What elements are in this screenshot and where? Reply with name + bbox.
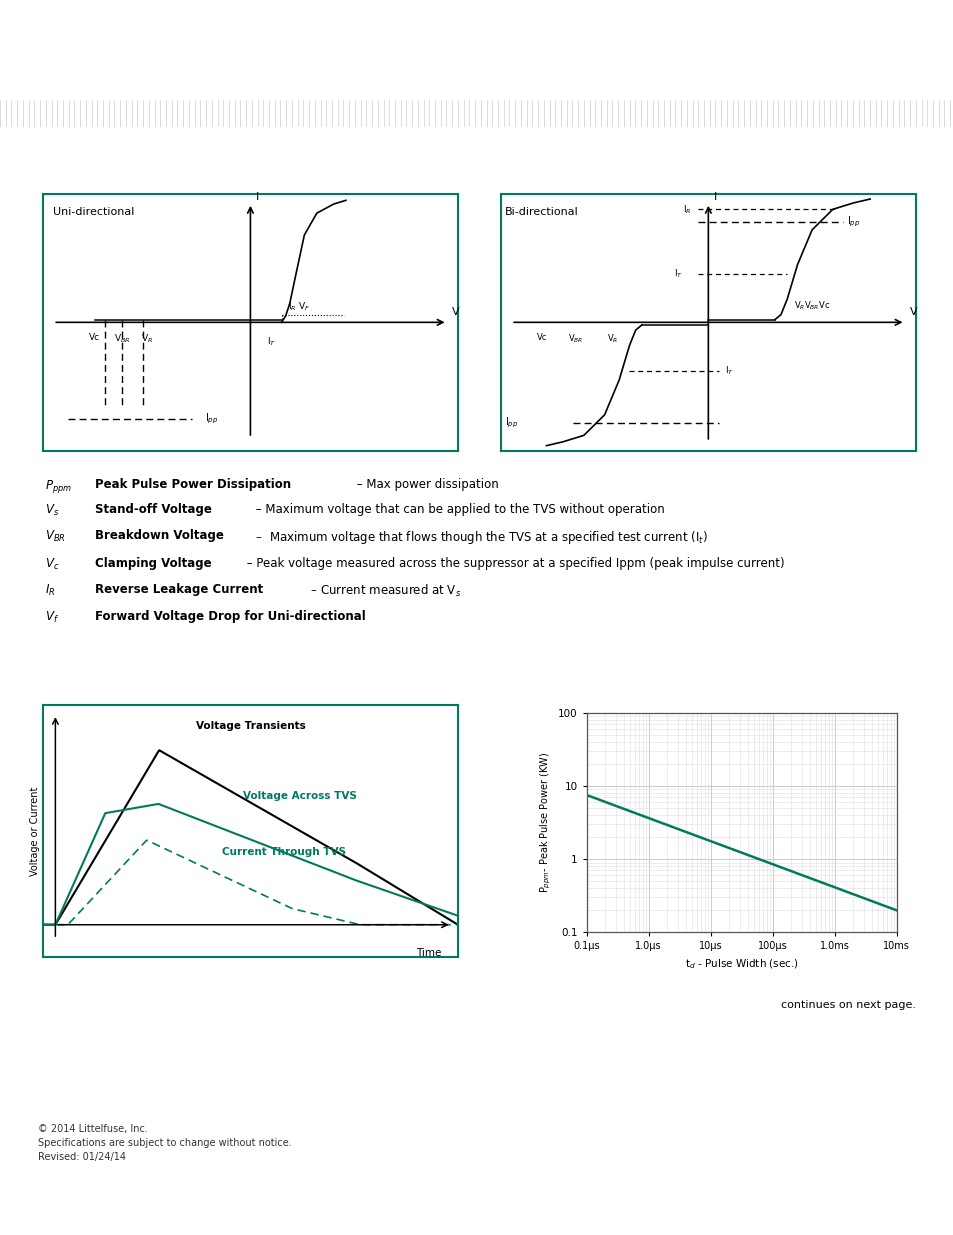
Y-axis label: Voltage or Current: Voltage or Current	[30, 787, 40, 876]
Text: Breakdown Voltage: Breakdown Voltage	[95, 529, 224, 542]
Text: Vc: Vc	[90, 332, 100, 342]
Text: V$_{BR}$: V$_{BR}$	[113, 332, 130, 345]
Text: I-V Curve Characteristics: I-V Curve Characteristics	[49, 164, 233, 177]
Text: Peak Pulse Power Dissipation: Peak Pulse Power Dissipation	[95, 478, 291, 492]
Text: Ratings and Characteristic Curves: Ratings and Characteristic Curves	[49, 645, 303, 657]
Text: V$_R$V$_{BR}$Vc: V$_R$V$_{BR}$Vc	[793, 300, 829, 312]
Text: I$_{pp}$: I$_{pp}$	[504, 415, 517, 430]
Text: P$_{ppm}$: P$_{ppm}$	[45, 478, 72, 495]
Text: I: I	[255, 191, 258, 201]
Text: © 2014 Littelfuse, Inc.
Specifications are subject to change without notice.
Rev: © 2014 Littelfuse, Inc. Specifications a…	[38, 1124, 292, 1162]
Text: Expertise Applied | Answers Delivered: Expertise Applied | Answers Delivered	[749, 75, 909, 85]
Text: Bi-directional: Bi-directional	[504, 206, 578, 216]
Text: V: V	[908, 308, 916, 317]
Text: V$_c$: V$_c$	[45, 557, 60, 572]
Y-axis label: P$_{ppm}$- Peak Pulse Power (KW): P$_{ppm}$- Peak Pulse Power (KW)	[537, 752, 552, 893]
Text: I$_T$: I$_T$	[267, 335, 275, 348]
Text: ⚡: ⚡	[758, 36, 773, 56]
Text: (Ta=25°C unless otherwise noted): (Ta=25°C unless otherwise noted)	[306, 646, 473, 656]
Text: I$_{pp}$: I$_{pp}$	[846, 215, 860, 230]
Text: Current Through TVS: Current Through TVS	[221, 846, 345, 857]
Text: I$_T$: I$_T$	[724, 364, 733, 378]
Text: Reverse Leakage Current: Reverse Leakage Current	[95, 583, 263, 597]
Text: I$_T$: I$_T$	[674, 267, 682, 280]
Text: Forward Voltage Drop for Uni-directional: Forward Voltage Drop for Uni-directional	[95, 610, 366, 622]
X-axis label: t$_d$ - Pulse Width (sec.): t$_d$ - Pulse Width (sec.)	[684, 957, 798, 971]
Text: – Max power dissipation: – Max power dissipation	[353, 478, 498, 492]
Text: Figure 1 - TVS Transients Clamping Waveform: Figure 1 - TVS Transients Clamping Wavef…	[55, 679, 359, 692]
Text: V$_R$: V$_R$	[607, 332, 618, 345]
Text: I$_R$: I$_R$	[45, 583, 55, 598]
Text: Vc: Vc	[537, 332, 547, 342]
Text: Axial Leaded – 400W  >  P4KE series: Axial Leaded – 400W > P4KE series	[48, 63, 316, 78]
Text: Voltage Transients: Voltage Transients	[195, 720, 305, 731]
Text: Time: Time	[416, 948, 441, 958]
Text: Voltage Across TVS: Voltage Across TVS	[243, 790, 356, 800]
Text: Uni-directional: Uni-directional	[53, 206, 134, 216]
Text: V$_s$: V$_s$	[45, 503, 59, 517]
Text: I$_R$: I$_R$	[682, 203, 691, 216]
Text: – Maximum voltage that can be applied to the TVS without operation: – Maximum voltage that can be applied to…	[252, 503, 664, 515]
Text: Transient Voltage Suppression Diodes: Transient Voltage Suppression Diodes	[48, 22, 495, 42]
Text: continues on next page.: continues on next page.	[780, 1000, 915, 1010]
Text: Stand-off Voltage: Stand-off Voltage	[95, 503, 212, 515]
Text: Figure 2 - Peak Pulse Power Rating: Figure 2 - Peak Pulse Power Rating	[513, 679, 746, 692]
Text: I$_{pp}$: I$_{pp}$	[205, 411, 218, 426]
Text: Clamping Voltage: Clamping Voltage	[95, 557, 212, 569]
Text: – Peak voltage measured across the suppressor at a specified Ippm (peak impulse : – Peak voltage measured across the suppr…	[242, 557, 783, 569]
Text: –  Maximum voltage that flows though the TVS at a specified test current (I$_t$): – Maximum voltage that flows though the …	[252, 529, 707, 546]
Text: V$_R$: V$_R$	[140, 332, 152, 345]
Text: V: V	[451, 308, 458, 317]
Text: I: I	[713, 191, 716, 201]
Text: V$_f$: V$_f$	[45, 610, 59, 625]
Text: I$_R$ V$_F$: I$_R$ V$_F$	[288, 301, 310, 314]
Text: – Current measured at V$_s$: – Current measured at V$_s$	[307, 583, 461, 599]
Text: V$_{BR}$: V$_{BR}$	[45, 529, 66, 543]
Text: Littelfuse®: Littelfuse®	[772, 28, 886, 47]
Text: V$_{BR}$: V$_{BR}$	[567, 332, 582, 345]
